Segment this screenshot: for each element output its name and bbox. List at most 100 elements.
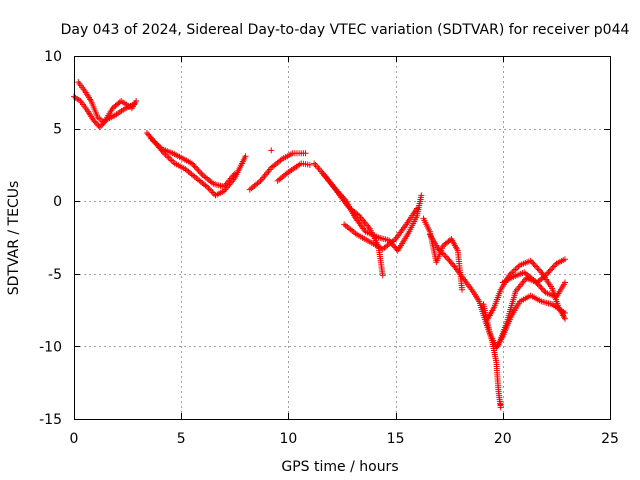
series-track-9 <box>341 205 421 253</box>
data-point <box>209 189 216 196</box>
series-track-15 <box>499 269 568 301</box>
data-point <box>549 264 556 271</box>
data-point <box>534 280 541 287</box>
data-point <box>451 263 458 270</box>
data-point <box>544 270 551 277</box>
data-point <box>195 167 202 174</box>
y-tick-label: 10 <box>44 49 62 65</box>
data-point <box>192 164 199 171</box>
data-point <box>530 260 537 267</box>
data-point <box>436 247 443 254</box>
data-point <box>198 170 205 177</box>
y-tick-label: 0 <box>53 194 62 210</box>
data-point <box>418 192 425 199</box>
data-point <box>531 262 538 269</box>
data-point <box>561 315 568 322</box>
x-tick-label: 0 <box>70 431 79 447</box>
data-point <box>94 121 101 128</box>
series-track-13 <box>484 257 568 322</box>
data-point <box>191 163 198 170</box>
data-point <box>205 185 212 192</box>
data-point <box>529 259 536 266</box>
series-track-3 <box>143 129 249 199</box>
data-point <box>533 279 540 286</box>
data-point <box>231 170 238 177</box>
data-point <box>513 264 520 271</box>
y-tick-label: -15 <box>39 412 62 428</box>
data-point <box>203 183 210 190</box>
data-point <box>561 256 568 263</box>
data-point <box>537 283 544 290</box>
data-point <box>208 188 215 195</box>
data-point <box>442 253 449 260</box>
data-point <box>188 160 195 167</box>
data-point <box>167 156 174 163</box>
data-point <box>190 161 197 168</box>
data-point <box>533 263 540 270</box>
data-point <box>133 98 140 105</box>
data-point <box>552 262 559 269</box>
data-point <box>92 119 99 126</box>
x-tick-label: 25 <box>601 431 619 447</box>
data-point <box>510 267 517 274</box>
x-tick-label: 5 <box>177 431 186 447</box>
data-point <box>242 153 249 160</box>
data-point <box>542 272 549 279</box>
x-tick-label: 10 <box>279 431 297 447</box>
data-point <box>541 273 548 280</box>
y-tick-label: -5 <box>48 267 62 283</box>
data-point <box>206 186 213 193</box>
grid <box>74 56 610 419</box>
data-point <box>441 251 448 258</box>
data-point <box>512 266 519 273</box>
y-tick-labels: -15 -10 -5 0 5 10 <box>39 49 62 428</box>
data-point <box>196 169 203 176</box>
series-track-7 <box>311 160 386 279</box>
x-tick-labels: 0 5 10 15 20 25 <box>70 431 619 447</box>
data-point <box>306 161 313 168</box>
data-point <box>548 266 555 273</box>
outlier-point <box>268 147 275 154</box>
series-track-6 <box>274 160 313 184</box>
series-track-5 <box>246 150 309 193</box>
data-point <box>527 257 534 264</box>
data-point <box>459 286 466 293</box>
data-point <box>535 266 542 273</box>
data-point <box>439 250 446 257</box>
data-point <box>90 116 97 123</box>
y-tick-label: 5 <box>53 122 62 138</box>
data-point <box>168 157 175 164</box>
data-point <box>438 249 445 256</box>
data-point <box>545 269 552 276</box>
series-track-2 <box>75 79 140 126</box>
data-point <box>540 286 546 293</box>
data-point <box>546 267 553 274</box>
y-tick-label: -10 <box>39 339 62 355</box>
ticks <box>74 56 611 420</box>
data-point <box>537 267 544 274</box>
plot-frame <box>74 56 611 420</box>
data-point <box>302 150 309 157</box>
x-tick-label: 20 <box>494 431 512 447</box>
x-axis-title: GPS time / hours <box>281 459 398 475</box>
data-point <box>91 118 98 125</box>
data-point <box>550 263 557 270</box>
data-point <box>531 278 538 285</box>
x-tick-label: 15 <box>387 431 405 447</box>
data-point <box>534 264 541 271</box>
data-point <box>194 166 201 173</box>
data-point <box>538 285 545 292</box>
data-points <box>71 79 568 411</box>
data-point <box>98 122 105 129</box>
series-track-4 <box>148 135 238 190</box>
data-point <box>561 279 568 286</box>
data-point <box>435 246 442 253</box>
y-axis-title: SDTVAR / TECUs <box>6 181 22 296</box>
data-point <box>535 282 542 289</box>
outlier-point <box>497 401 504 408</box>
series-track-11 <box>426 231 504 411</box>
chart-title: Day 043 of 2024, Sidereal Day-to-day VTE… <box>61 22 630 38</box>
data-point <box>414 205 421 212</box>
data-point <box>541 288 548 295</box>
